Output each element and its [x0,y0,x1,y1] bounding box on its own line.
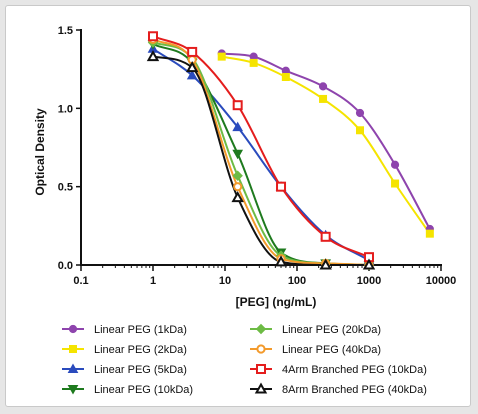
x-tick-label: 1000 [357,275,381,287]
x-tick-label: 0.1 [73,275,88,287]
x-tick-label: 100 [288,275,306,287]
markers [146,31,434,271]
legend-marker [68,324,78,334]
data-point-s1 [318,82,328,91]
od-curve-chart: 0.0 0.5 1.0 1.5 0.1 1 10 100 1000 10000 Optical D… [33,25,457,396]
y-tick-label: 1.5 [58,25,73,37]
legend-label: Linear PEG (20kDa) [282,324,381,336]
data-point-s2 [391,179,400,188]
data-point-s6 [233,182,243,192]
data-point-s5 [232,170,243,181]
y-tick-label: 0.5 [58,182,73,194]
legend-label: Linear PEG (40kDa) [282,344,381,356]
data-point-s2 [217,52,226,61]
series-line-4 [152,43,370,266]
data-point-s1 [355,108,365,118]
data-point-s8 [274,255,288,267]
x-axis-title: [PEG] (ng/mL) [236,295,317,309]
data-point-s7 [232,100,243,111]
data-point-s2 [281,73,290,81]
data-point-s1 [390,160,400,169]
legend-label: Linear PEG (5kDa) [94,364,187,376]
legend-item-4: Linear PEG (10kDa) [62,384,193,396]
y-axis-title: Optical Density [33,108,47,196]
legend-label: Linear PEG (2kDa) [94,344,187,356]
legend-item-7: 4Arm Branched PEG (10kDa) [250,364,427,376]
x-tick-label: 10000 [426,275,457,287]
series-line-1 [221,52,431,230]
data-point-s8 [146,50,160,62]
data-point-s7 [320,231,331,242]
figure-frame: 0.0 0.5 1.0 1.5 0.1 1 10 100 1000 10000 Optical D… [5,5,471,407]
series-line-5 [152,41,370,266]
data-point-s2 [249,58,258,67]
legend-label: 8Arm Branched PEG (40kDa) [282,384,427,396]
data-point-s8 [185,61,199,73]
legend-marker [67,363,79,373]
data-point-s7 [148,31,158,42]
data-point-s2 [356,126,365,135]
data-point-s8 [319,258,332,270]
data-point-s2 [319,94,328,103]
legend-marker [254,382,268,394]
data-point-s7 [187,46,198,57]
y-tick-label: 1.0 [58,103,73,115]
legend-item-6: Linear PEG (40kDa) [250,344,381,356]
series-line-6 [152,38,370,266]
data-point-s7 [276,181,287,192]
axes: 0.0 0.5 1.0 1.5 0.1 1 10 100 1000 10000 [58,25,457,287]
legend-item-5: Linear PEG (20kDa) [250,323,381,336]
y-tick-label: 0.0 [58,260,73,272]
data-point-s2 [425,229,434,238]
legend-item-2: Linear PEG (2kDa) [62,344,187,356]
series-line-2 [221,55,431,235]
legend-marker [255,323,267,335]
legend-label: Linear PEG (10kDa) [94,384,193,396]
legend-marker [256,344,266,354]
x-tick-label: 10 [219,275,231,287]
legend-label: Linear PEG (1kDa) [94,324,187,336]
legend: Linear PEG (1kDa) Linear PEG (2kDa) Linear… [62,323,427,396]
data-point-s8 [362,258,376,270]
legend-marker [67,385,79,395]
legend-item-3: Linear PEG (5kDa) [62,363,187,376]
legend-marker [69,345,77,353]
legend-label: 4Arm Branched PEG (10kDa) [282,364,427,376]
legend-marker [256,364,266,374]
data-point-s8 [231,191,244,203]
data-point-s3 [186,69,198,80]
x-tick-label: 1 [150,275,156,287]
legend-item-8: 8Arm Branched PEG (40kDa) [250,382,427,396]
data-point-s3 [232,121,244,132]
legend-item-1: Linear PEG (1kDa) [62,324,187,336]
data-point-s4 [232,149,244,160]
